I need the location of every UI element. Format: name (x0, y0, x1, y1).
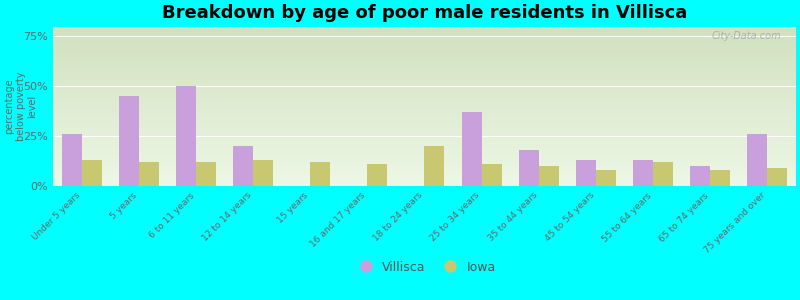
Bar (767, 168, 787, 186)
Bar (518, 150, 538, 186)
Bar (747, 134, 767, 186)
Bar (482, 164, 502, 186)
Bar (176, 86, 196, 186)
Bar (196, 162, 216, 186)
Text: City-Data.com: City-Data.com (711, 31, 781, 41)
Bar (253, 160, 273, 186)
Bar (690, 166, 710, 186)
Bar (233, 146, 253, 186)
Bar (82, 160, 102, 186)
Bar (310, 162, 330, 186)
Bar (62, 134, 82, 186)
Bar (367, 164, 387, 186)
Title: Breakdown by age of poor male residents in Villisca: Breakdown by age of poor male residents … (162, 4, 687, 22)
Legend: Villisca, Iowa: Villisca, Iowa (348, 256, 501, 279)
Bar (596, 170, 616, 186)
Bar (710, 170, 730, 186)
Y-axis label: percentage
below poverty
level: percentage below poverty level (4, 71, 38, 141)
Bar (576, 160, 596, 186)
Bar (538, 166, 558, 186)
Bar (119, 96, 139, 186)
Bar (139, 162, 159, 186)
Bar (462, 112, 482, 186)
Bar (633, 160, 653, 186)
Bar (425, 146, 445, 186)
Bar (653, 162, 673, 186)
